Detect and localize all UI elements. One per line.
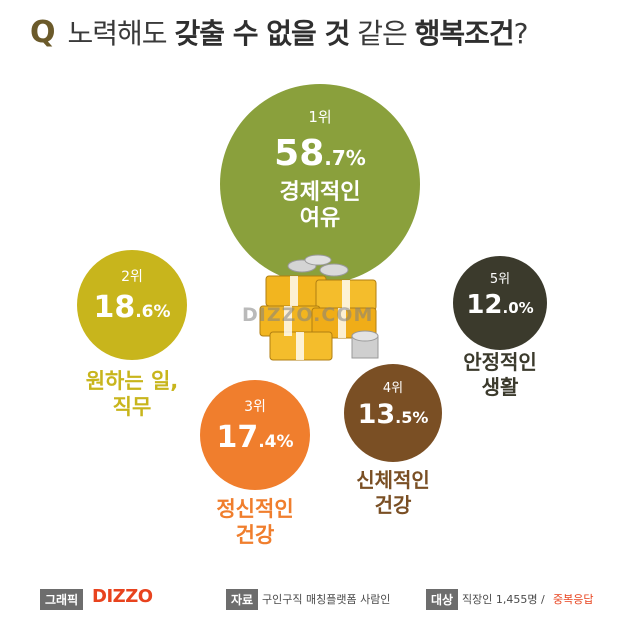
category-label-line-2: 건강 [374, 493, 412, 517]
percent-value: 18.6% [77, 290, 187, 325]
target-note: 중복응답 [553, 593, 594, 606]
question-part-4: 행복조건 [414, 17, 515, 50]
percent-value: 17.4% [200, 420, 310, 455]
rank-label: 4위 [382, 381, 404, 396]
bubble-rank-4: 4위 13.5% [344, 364, 442, 462]
rank-label: 1위 [308, 108, 332, 126]
percent-dec: .0% [502, 299, 534, 317]
category-label-rank-2: 원하는 일, 직무 [62, 368, 202, 421]
graphic-tag: 그래픽 [40, 589, 84, 610]
question-part-3: 같은 [357, 17, 408, 50]
bubble-rank-5: 5위 12.0% [453, 256, 547, 350]
footer: 그래픽 DIZZO 자료 구인구직 매칭플랫폼 사람인 대상 직장인 1,455… [0, 585, 640, 613]
question-end: ? [513, 17, 529, 50]
bubble-rank-3: 3위 17.4% [200, 380, 310, 490]
rank-label: 2위 [121, 269, 143, 285]
money-bundles-illustration [259, 254, 379, 361]
percent-int: 58 [274, 133, 325, 174]
percent-int: 18 [93, 290, 136, 325]
question-text: 노력해도 갖출 수 없을 것 같은 행복조건? [67, 12, 529, 52]
category-label-line-1: 정신적인 [216, 497, 294, 521]
percent-dec: .6% [135, 302, 171, 322]
percent-int: 13 [357, 399, 396, 430]
category-label-line-2: 건강 [235, 523, 275, 548]
bubble-rank-1: 1위 58.7% 경제적인 여유 [220, 84, 420, 284]
money-bundle-icon [259, 275, 377, 361]
rank-label: 5위 [489, 272, 511, 287]
coin-stack-icon [351, 330, 379, 359]
brand-logo: DIZZO [92, 586, 153, 607]
category-label-line-1: 안정적인 [463, 350, 537, 374]
percent-dec: .5% [395, 408, 429, 427]
category-label-line-1: 신체적인 [356, 468, 430, 492]
percent-dec: .4% [258, 432, 294, 452]
target-text: 직장인 1,455명 / [462, 593, 545, 606]
category-label-rank-4: 신체적인 건강 [333, 468, 453, 518]
percent-dec: .7% [324, 146, 366, 170]
category-label-line-2: 생활 [481, 375, 519, 399]
percent-value: 13.5% [344, 399, 442, 430]
category-label-line-2: 직무 [112, 395, 152, 420]
percent-int: 12 [466, 290, 503, 320]
question-part-2: 갖출 수 없을 것 [174, 17, 350, 50]
percent-value: 58.7% [220, 133, 420, 174]
category-label-line-2: 여유 [299, 206, 341, 232]
question-header: Q 노력해도 갖출 수 없을 것 같은 행복조건? [30, 12, 529, 52]
question-part-1: 노력해도 [67, 17, 168, 50]
category-label-rank-5: 안정적인 생활 [440, 350, 560, 400]
bubble-rank-2: 2위 18.6% [77, 250, 187, 360]
target-tag: 대상 [426, 589, 459, 610]
category-label-rank-3: 정신적인 건강 [190, 496, 320, 549]
watermark: DIZZO.COM [242, 304, 374, 326]
source-text: 구인구직 매칭플랫폼 사람인 [262, 593, 391, 606]
percent-value: 12.0% [453, 290, 547, 320]
category-label-line-1: 원하는 일, [85, 369, 179, 393]
coin-stack-icon [287, 254, 349, 277]
rank-label: 3위 [244, 399, 266, 415]
q-mark: Q [30, 14, 56, 50]
source-tag: 자료 [226, 589, 259, 610]
percent-int: 17 [216, 420, 259, 455]
category-label-line-1: 경제적인 [279, 180, 361, 205]
